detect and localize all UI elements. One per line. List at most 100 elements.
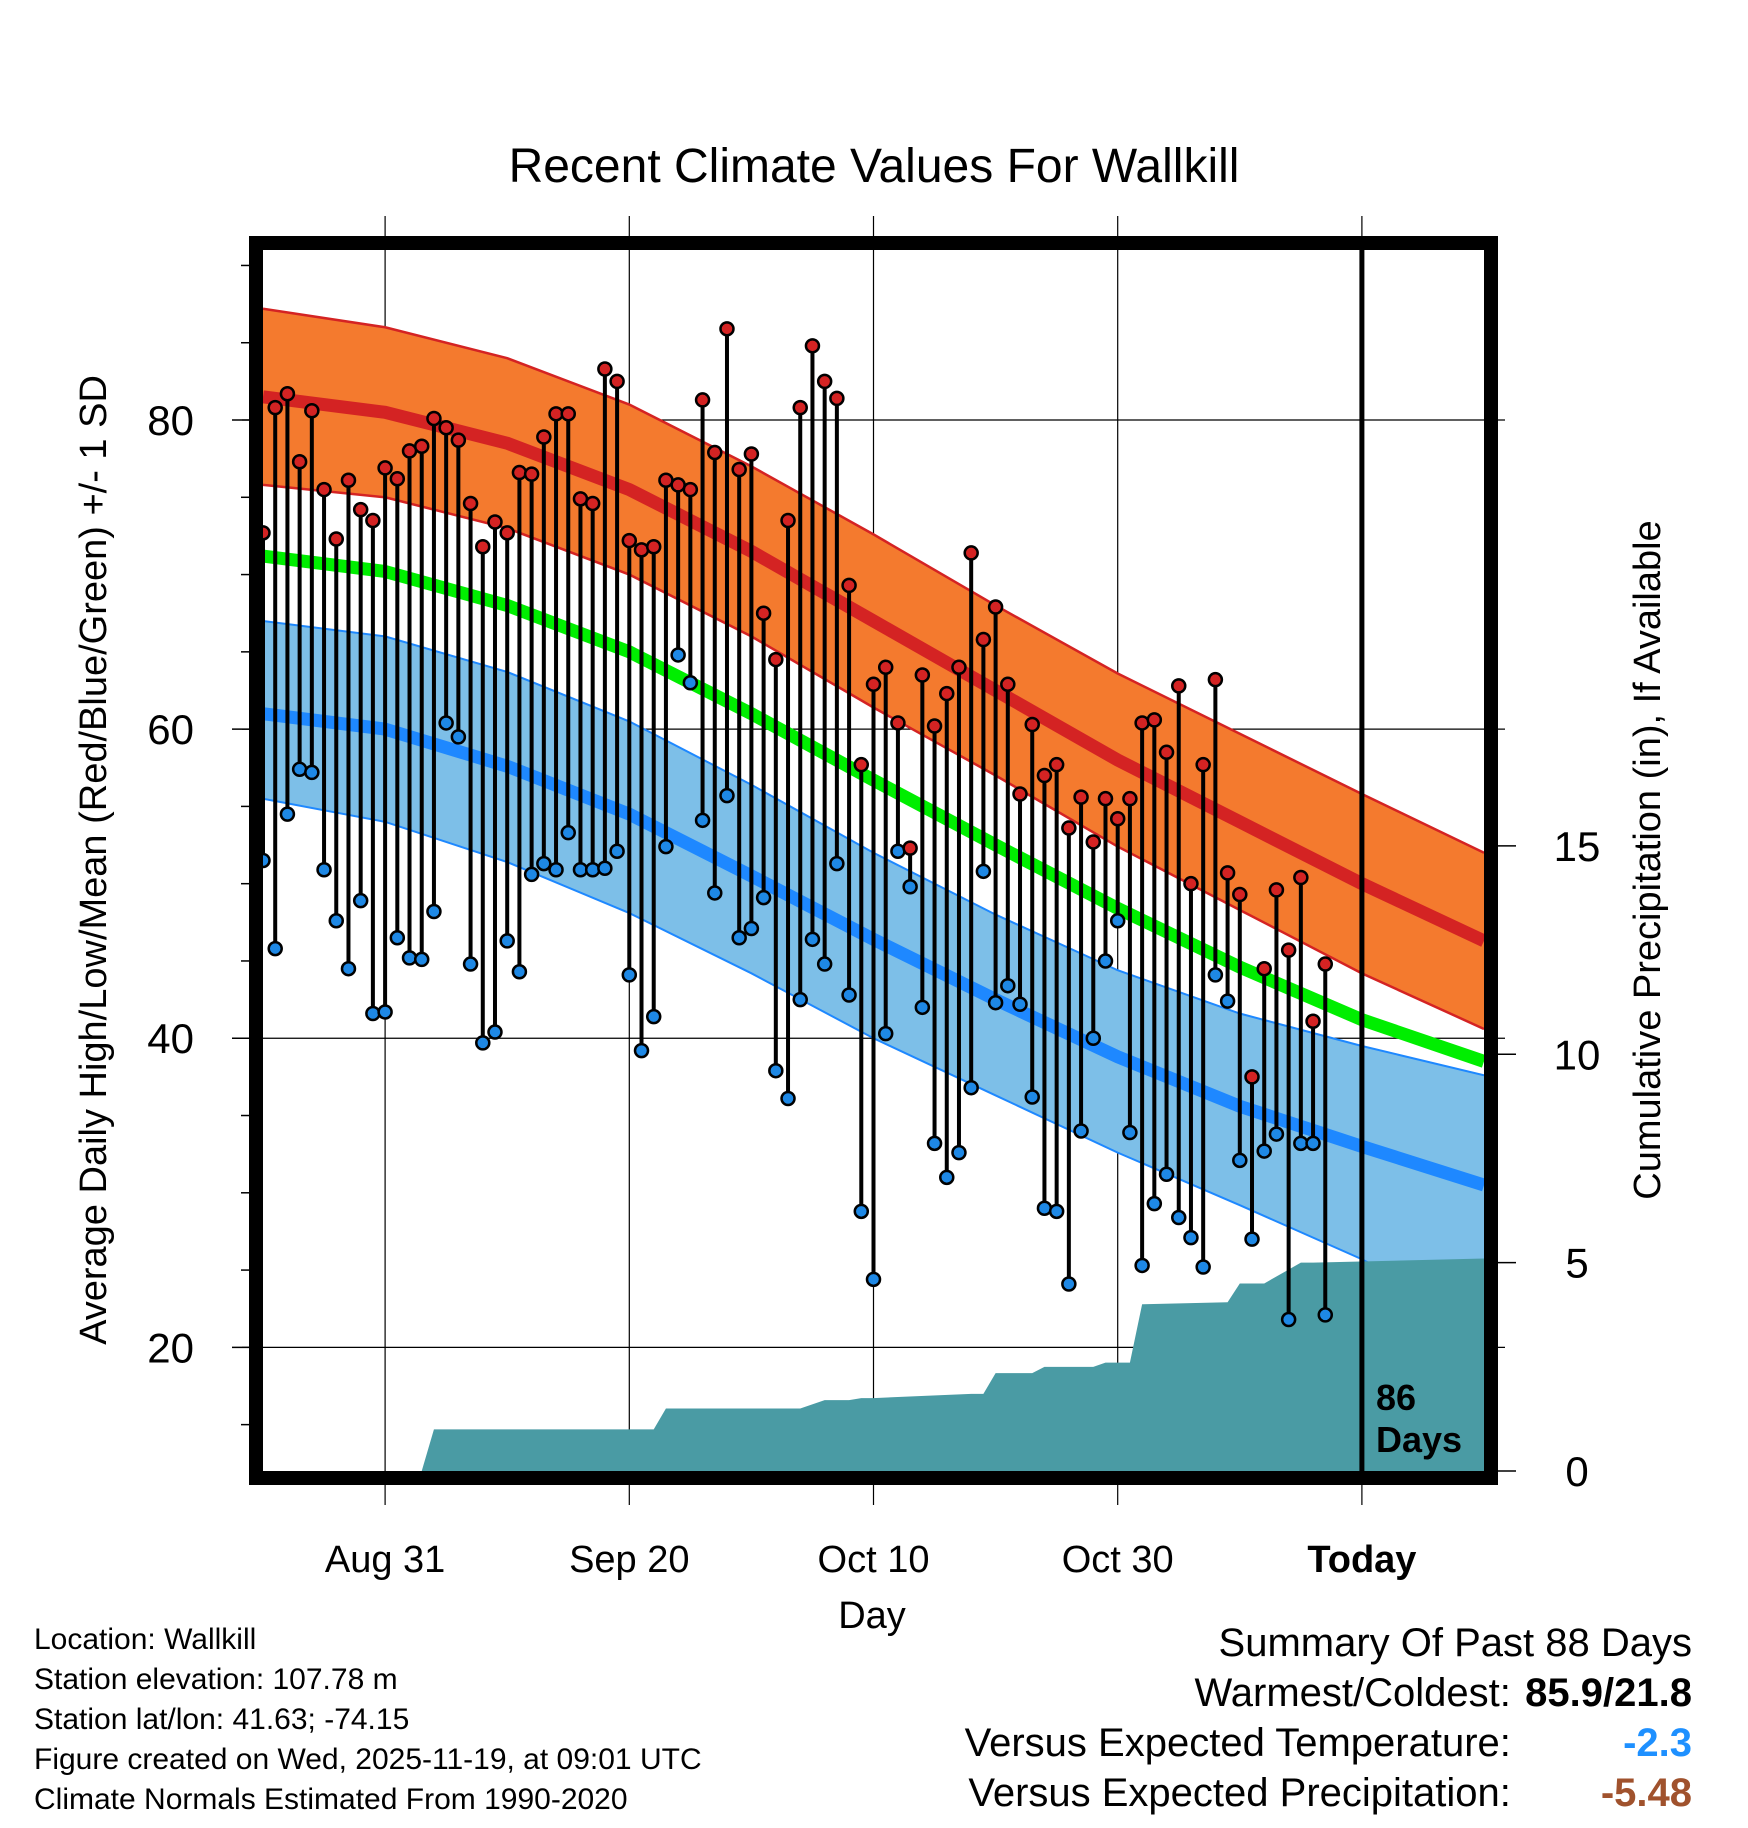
x-axis-ticks: Aug 31 Sep 20 Oct 10 Oct 30 Today xyxy=(325,1539,1417,1581)
low-point xyxy=(1244,1231,1260,1247)
low-point xyxy=(426,903,442,920)
high-point xyxy=(731,461,747,478)
low-point xyxy=(658,838,674,855)
high-point xyxy=(987,599,1004,615)
daily-range-stems xyxy=(261,328,1328,1320)
high-point xyxy=(1268,882,1285,898)
high-point xyxy=(963,545,979,561)
temp-label: Versus Expected Temperature: xyxy=(964,1721,1511,1765)
high-point xyxy=(365,512,381,529)
low-point xyxy=(523,866,540,883)
low-point xyxy=(963,1079,979,1096)
low-point xyxy=(597,860,613,876)
high-point xyxy=(499,525,515,541)
high-point xyxy=(316,481,332,498)
low-point xyxy=(633,1042,650,1059)
low-point xyxy=(1195,1259,1211,1275)
low-point xyxy=(914,999,931,1016)
low-point xyxy=(377,1004,393,1020)
high-point xyxy=(1280,942,1297,958)
high-point xyxy=(1012,786,1028,802)
high-point xyxy=(926,718,943,734)
high-point xyxy=(560,406,576,422)
high-point xyxy=(291,453,308,470)
precipitation-fill xyxy=(263,1258,1484,1471)
y2-tick-label: 10 xyxy=(1554,1031,1601,1078)
low-point xyxy=(316,862,332,878)
low-point xyxy=(1219,993,1236,1009)
station-info: Location: Wallkill Station elevation: 10… xyxy=(34,1620,702,1820)
warm-cold-row: Warmest/Coldest: 85.9/21.8 xyxy=(965,1668,1693,1718)
low-point xyxy=(1183,1229,1199,1246)
summary-title: Summary Of Past 88 Days xyxy=(1218,1621,1692,1665)
low-point xyxy=(865,1271,882,1288)
x-tick-label: Oct 30 xyxy=(1062,1539,1174,1581)
chart-title: Recent Climate Values For Wallkill xyxy=(509,140,1240,193)
low-point xyxy=(1109,913,1126,929)
low-point xyxy=(902,879,918,895)
temp-row: Versus Expected Temperature: -2.3 xyxy=(965,1718,1692,1768)
high-point xyxy=(609,373,625,390)
y-axis-ticks: 20 40 60 80 xyxy=(147,264,249,1426)
high-point xyxy=(1207,671,1224,688)
low-point xyxy=(609,843,625,859)
low-point xyxy=(584,862,601,878)
high-point xyxy=(890,715,906,731)
low-point xyxy=(340,960,357,977)
low-point xyxy=(816,956,833,972)
high-point xyxy=(426,410,442,427)
precip-row: Versus Expected Precipitation: -5.48 xyxy=(965,1768,1692,1818)
high-point xyxy=(1036,767,1053,784)
low-point xyxy=(328,913,345,929)
high-point xyxy=(1158,744,1175,761)
x-tick-label: Sep 20 xyxy=(569,1539,689,1581)
high-point xyxy=(389,470,406,487)
low-point xyxy=(853,1203,870,1220)
high-point xyxy=(951,659,967,676)
low-point xyxy=(291,761,308,778)
warm-cold-value: 85.9/21.8 xyxy=(1525,1671,1692,1715)
normal-high-line xyxy=(263,390,1484,947)
high-point xyxy=(902,840,918,856)
y-tick-label: 80 xyxy=(147,397,194,444)
low-point xyxy=(1122,1124,1138,1141)
low-point xyxy=(975,863,992,880)
high-point xyxy=(1219,865,1236,881)
low-point xyxy=(1097,953,1114,969)
high-point xyxy=(1000,676,1016,693)
high-point xyxy=(523,466,540,482)
low-point xyxy=(670,647,686,663)
low-point xyxy=(1256,1143,1272,1159)
elevation-text: Station elevation: 107.78 m xyxy=(34,1663,398,1696)
low-point xyxy=(267,940,283,957)
low-point xyxy=(1073,1123,1089,1139)
high-point xyxy=(682,481,699,498)
low-point xyxy=(755,889,772,906)
high-point xyxy=(780,512,796,529)
high-point xyxy=(1146,712,1163,728)
high-point xyxy=(475,538,491,555)
high-point xyxy=(462,495,479,512)
days-label-unit: Days xyxy=(1376,1419,1462,1460)
high-point xyxy=(511,464,528,481)
low-point xyxy=(389,930,406,946)
high-point xyxy=(1097,790,1114,807)
high-point xyxy=(597,361,613,377)
low-point xyxy=(804,931,821,948)
low-point xyxy=(951,1144,967,1161)
high-point xyxy=(1293,869,1309,886)
high-point xyxy=(633,542,650,558)
low-point xyxy=(731,930,747,946)
warm-cold-label: Warmest/Coldest: xyxy=(1194,1671,1511,1715)
high-point xyxy=(841,577,857,594)
low-point xyxy=(1268,1126,1285,1142)
low-point xyxy=(1085,1030,1102,1046)
low-point xyxy=(511,964,528,980)
y2-tick-label: 15 xyxy=(1554,823,1601,870)
low-point xyxy=(890,843,906,859)
daily-markers xyxy=(255,321,1334,1328)
low-point xyxy=(548,862,564,878)
latlon-text: Station lat/lon: 41.63; -74.15 xyxy=(34,1703,410,1736)
low-point xyxy=(1048,1203,1065,1220)
high-band-upper-edge xyxy=(263,307,1484,854)
